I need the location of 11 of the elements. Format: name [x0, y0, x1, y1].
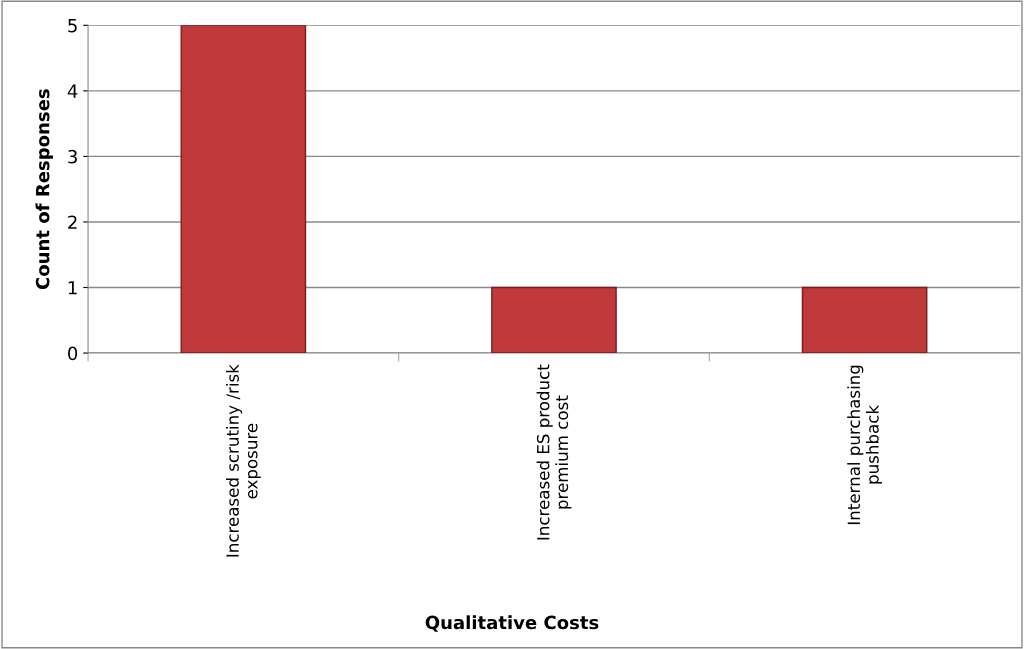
- x-tick-label: Increased ES product premium cost: [536, 364, 572, 540]
- x-axis-title: Qualitative Costs: [425, 615, 599, 632]
- x-tick-label: Increased scrutiny /risk exposure: [225, 364, 261, 557]
- y-tick-label: 2: [68, 215, 77, 229]
- y-axis-title: Count of Responses: [35, 89, 53, 290]
- y-tick-label: 3: [68, 149, 77, 164]
- y-tick-label: 1: [68, 281, 77, 295]
- y-tick-label: 4: [67, 84, 78, 98]
- y-tick-label: 0: [68, 346, 78, 361]
- y-tick-label: 5: [68, 19, 77, 33]
- x-tick-label: Internal purchasing pushback: [847, 365, 882, 525]
